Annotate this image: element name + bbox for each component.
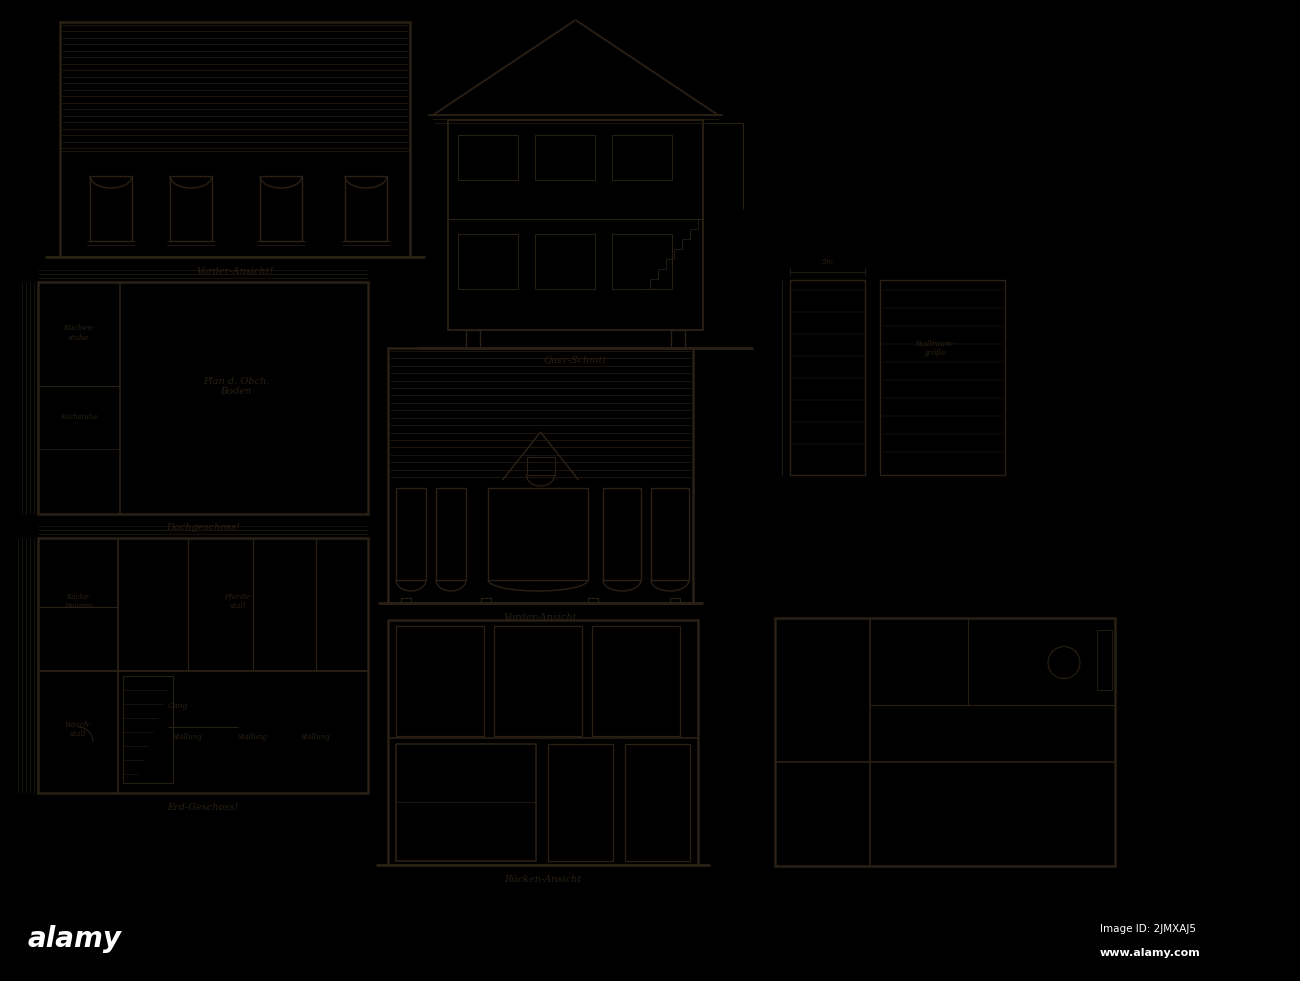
Bar	[625, 744, 690, 861]
Bar	[588, 598, 598, 603]
Text: Vorder-Ansicht: Vorder-Ansicht	[504, 612, 577, 622]
Bar	[671, 330, 685, 348]
Bar	[38, 538, 368, 793]
Bar	[526, 457, 555, 475]
Text: Image ID: 2JMXAJ5: Image ID: 2JMXAJ5	[1100, 924, 1196, 934]
Text: Vorder-Ansicht!: Vorder-Ansicht!	[196, 267, 274, 276]
Bar	[387, 620, 698, 865]
Bar	[880, 280, 1005, 475]
Bar	[170, 176, 212, 241]
Bar	[458, 135, 517, 180]
Bar	[396, 488, 426, 580]
Bar	[448, 120, 703, 330]
Bar	[38, 282, 368, 514]
Text: Kochstube: Kochstube	[60, 413, 98, 421]
Text: Stallraum-
größe: Stallraum- größe	[915, 339, 956, 357]
Bar	[396, 626, 484, 736]
Bar	[603, 488, 641, 580]
Bar	[387, 348, 693, 603]
Text: Pferde-
stall: Pferde- stall	[224, 594, 252, 610]
Bar	[1097, 631, 1112, 691]
Bar	[465, 330, 480, 348]
Bar	[670, 598, 680, 603]
Bar	[396, 744, 536, 861]
Text: www.alamy.com: www.alamy.com	[1100, 948, 1201, 958]
Bar	[400, 598, 411, 603]
Bar	[775, 618, 1115, 866]
Bar	[536, 135, 595, 180]
Text: Küchen-
stube: Küchen- stube	[64, 325, 95, 341]
Text: Stallung: Stallung	[173, 733, 203, 741]
Bar	[592, 626, 680, 736]
Text: Erd-Geschoss!: Erd-Geschoss!	[168, 802, 239, 811]
Text: Wasch-
stall: Wasch- stall	[64, 721, 92, 738]
Bar	[488, 488, 588, 580]
Text: Dachgeschoss!: Dachgeschoss!	[166, 524, 240, 533]
Bar	[790, 280, 864, 475]
Text: Quer-Schnitt: Quer-Schnitt	[543, 355, 607, 365]
Text: Stallung: Stallung	[302, 733, 332, 741]
Bar	[494, 626, 582, 736]
Bar	[536, 233, 595, 288]
Bar	[436, 488, 465, 580]
Text: Plan d. Obch.
Boden: Plan d. Obch. Boden	[203, 377, 269, 396]
Bar	[612, 233, 672, 288]
Bar	[60, 22, 410, 257]
Bar	[612, 135, 672, 180]
Bar	[124, 676, 173, 783]
Bar	[344, 176, 387, 241]
Text: Küche-
Heuerei: Küche- Heuerei	[64, 594, 92, 610]
Text: Rücken-Ansicht: Rücken-Ansicht	[504, 874, 581, 884]
Bar	[458, 233, 517, 288]
Bar	[260, 176, 302, 241]
Bar	[651, 488, 689, 580]
Text: Gang: Gang	[168, 702, 188, 710]
Bar	[549, 744, 614, 861]
Bar	[481, 598, 491, 603]
Text: 5m: 5m	[822, 258, 833, 266]
Text: alamy: alamy	[29, 925, 122, 953]
Bar	[90, 176, 133, 241]
Text: Stallung: Stallung	[238, 733, 268, 741]
